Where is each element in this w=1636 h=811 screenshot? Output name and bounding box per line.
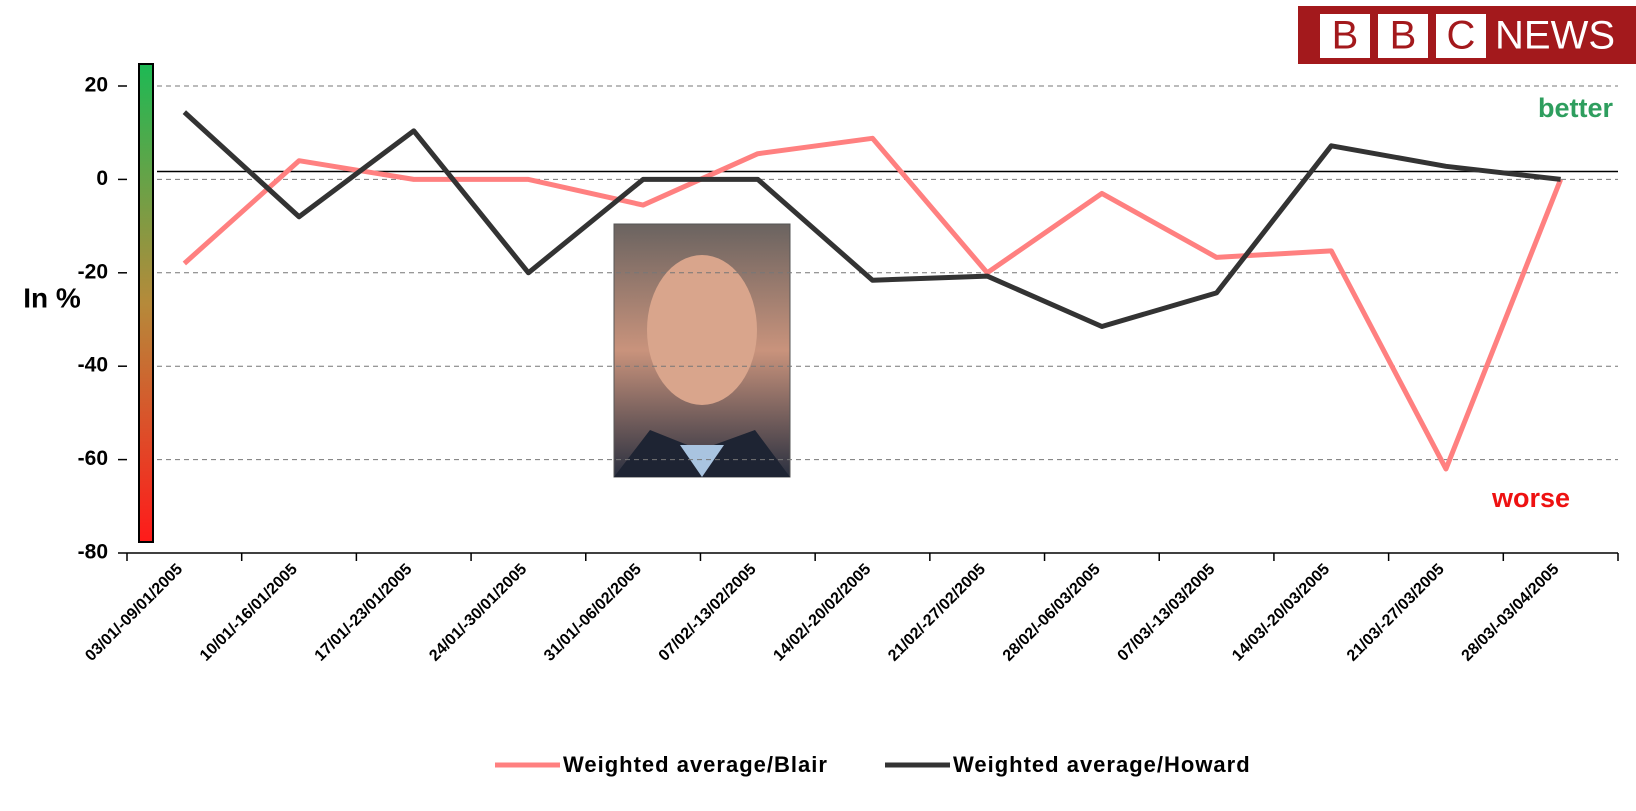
scale-bar (138, 63, 154, 543)
x-tick-label: 17/01/-23/01/2005 (312, 561, 416, 665)
line-series (182, 110, 1561, 330)
y-tick-label: -40 (78, 354, 108, 377)
logo-box (1436, 14, 1486, 58)
logo-letter: B (1332, 14, 1359, 58)
y-tick-label: -60 (78, 447, 108, 470)
logo-box (1320, 14, 1370, 58)
x-tick-label: 07/02/-13/02/2005 (656, 561, 760, 665)
x-tick-label: 21/03/-27/03/2005 (1344, 561, 1448, 665)
annotation: better (1538, 93, 1614, 123)
annotation: worse (1491, 483, 1570, 513)
logo-letter: C (1447, 14, 1476, 58)
x-tick-label: 03/01/-09/01/2005 (82, 561, 186, 665)
x-tick-label: 21/02/-27/02/2005 (885, 561, 989, 665)
x-tick-label: 31/01/-06/02/2005 (541, 561, 645, 665)
logo: B B C NEWS (1320, 14, 1615, 58)
line-series (182, 135, 1563, 472)
y-tick-label: 20 (85, 74, 108, 97)
x-tick-label: 10/01/-16/01/2005 (197, 561, 301, 665)
y-tick-label: 0 (96, 167, 108, 190)
photo (613, 223, 791, 478)
y-tick-label: -80 (78, 541, 108, 564)
x-tick-label: 07/03/-13/03/2005 (1115, 561, 1219, 665)
x-tick-label: 28/03/-03/04/2005 (1459, 561, 1563, 665)
x-tick-label: 14/03/-20/03/2005 (1229, 561, 1333, 665)
logo-letter: B (1390, 14, 1417, 58)
legend-label: Weighted average/Howard (953, 752, 1251, 777)
x-tick-label: 24/01/-30/01/2005 (426, 561, 530, 665)
x-tick-label: 14/02/-20/02/2005 (770, 561, 874, 665)
logo-box (1378, 14, 1428, 58)
x-tick-label: 28/02/-06/03/2005 (1000, 561, 1104, 665)
y-axis-label: In % (23, 282, 81, 313)
y-tick-label: -20 (78, 260, 108, 283)
logo-text: NEWS (1495, 14, 1615, 58)
legend-label: Weighted average/Blair (563, 752, 828, 777)
